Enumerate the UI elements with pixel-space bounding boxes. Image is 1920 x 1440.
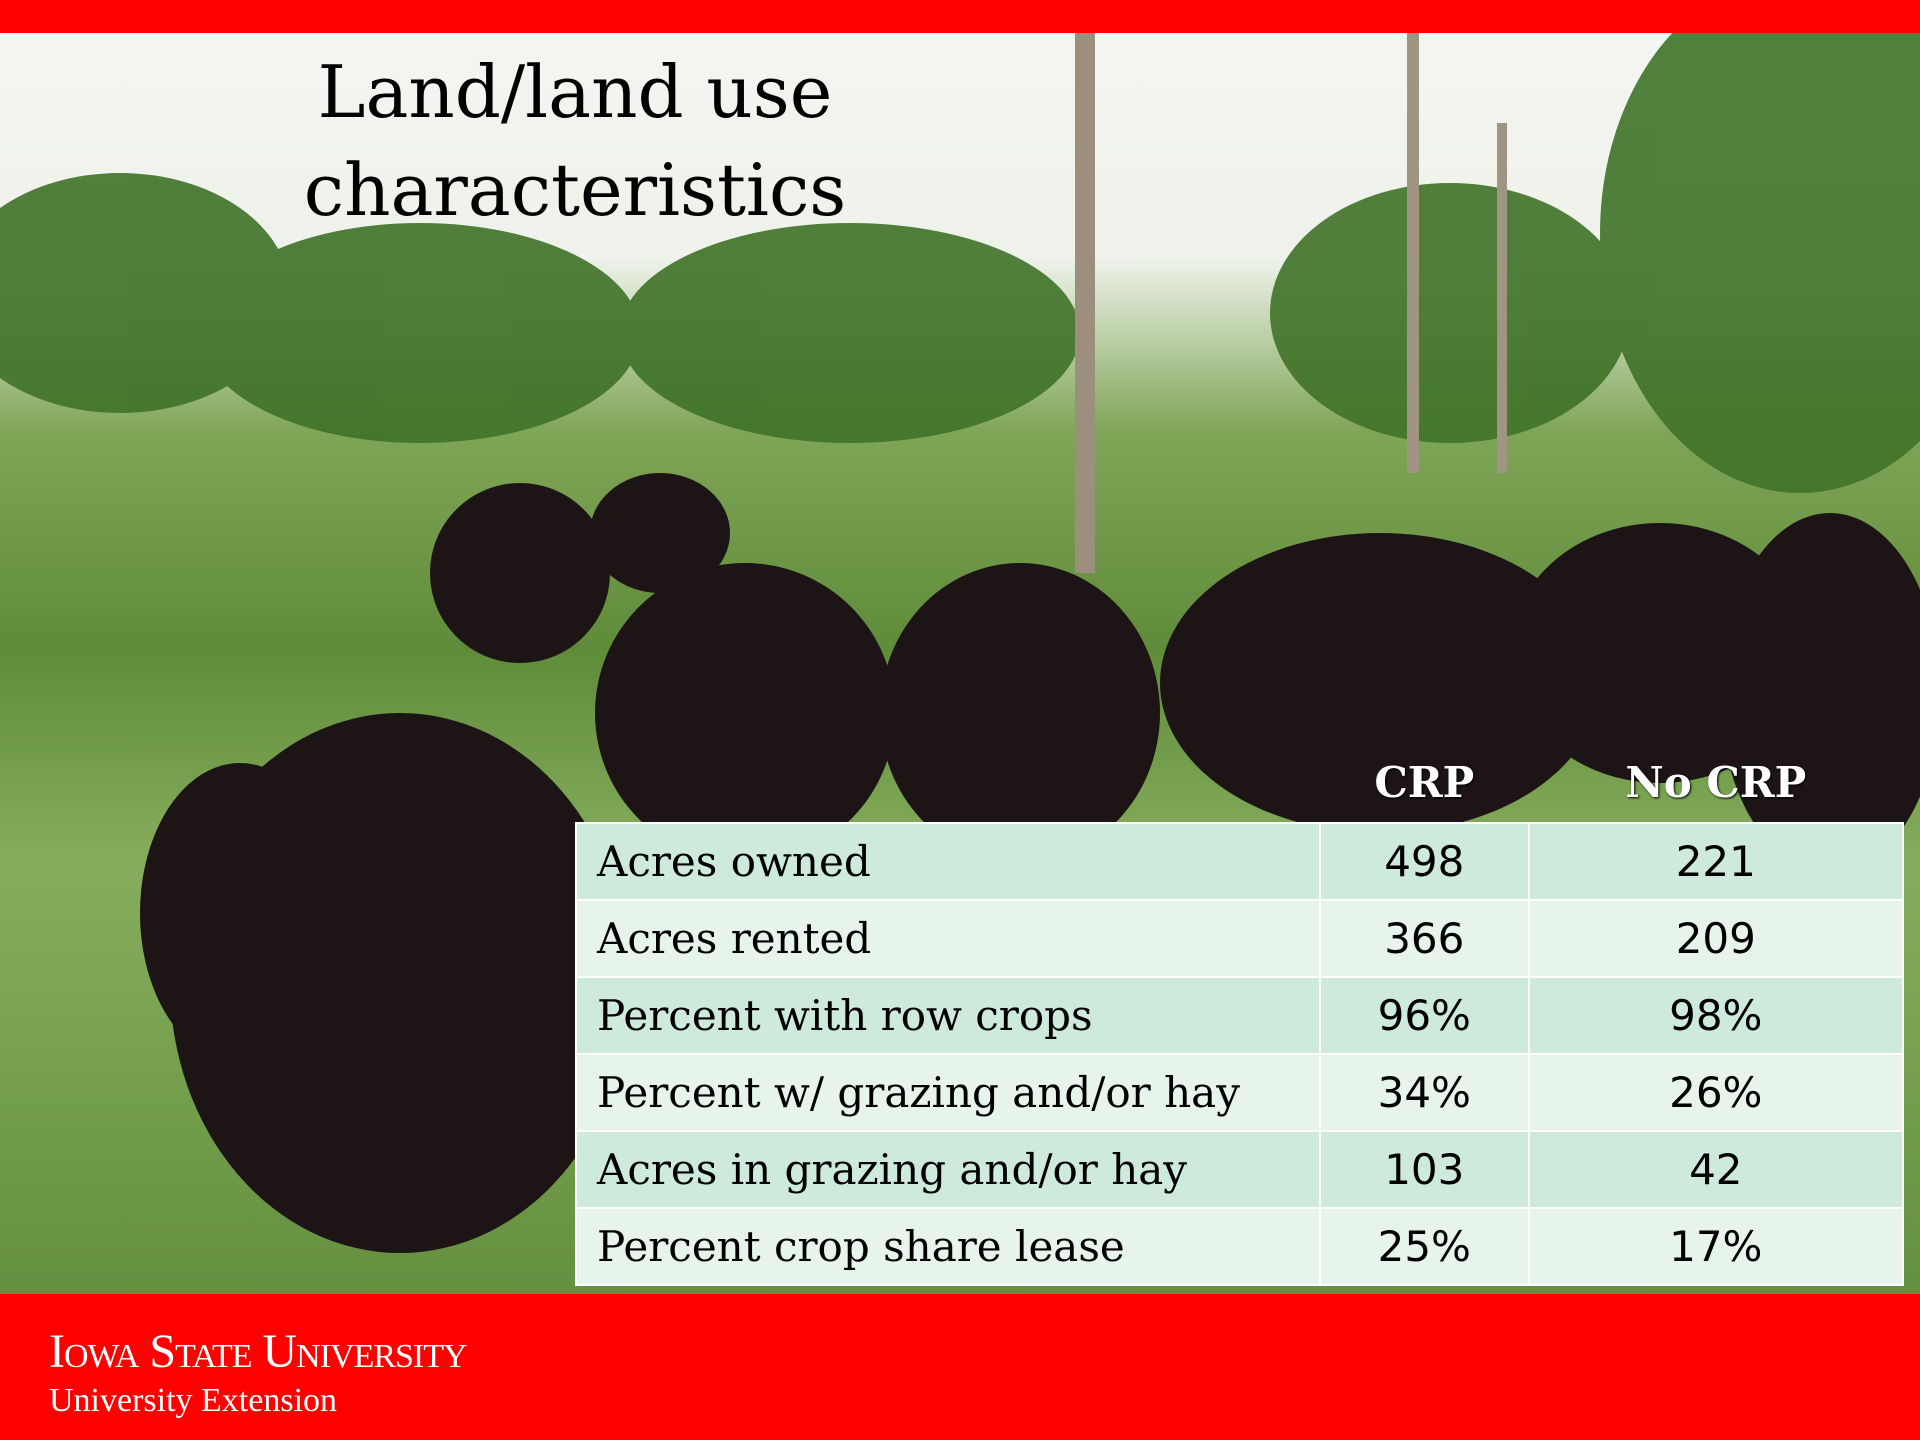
unit-name: University Extension <box>49 1382 337 1420</box>
footer-bar: Iowa State University University Extensi… <box>0 1294 1920 1440</box>
cell-value: 209 <box>1529 900 1903 977</box>
row-label: Percent crop share lease <box>576 1208 1320 1285</box>
column-header: No CRP <box>1529 742 1903 823</box>
institution-name: Iowa State University <box>49 1324 467 1379</box>
row-label: Acres in grazing and/or hay <box>576 1131 1320 1208</box>
cell-value: 366 <box>1320 900 1529 977</box>
cell-value: 103 <box>1320 1131 1529 1208</box>
cell-value: 17% <box>1529 1208 1903 1285</box>
row-label: Percent with row crops <box>576 977 1320 1054</box>
row-label: Acres owned <box>576 823 1320 900</box>
row-label: Percent w/ grazing and/or hay <box>576 1054 1320 1131</box>
cell-value: 26% <box>1529 1054 1903 1131</box>
cell-value: 96% <box>1320 977 1529 1054</box>
page: Land/land use characteristics CRP No CRP… <box>0 0 1920 1440</box>
header-row: CRP No CRP <box>576 742 1903 823</box>
cell-value: 221 <box>1529 823 1903 900</box>
cell-value: 25% <box>1320 1208 1529 1285</box>
cell-value: 98% <box>1529 977 1903 1054</box>
corner <box>576 742 1320 823</box>
column-header: CRP <box>1320 742 1529 823</box>
title-line: Land/land use <box>180 56 970 128</box>
cell-value: 42 <box>1529 1131 1903 1208</box>
top-bar <box>0 0 1920 33</box>
title-line: characteristics <box>180 154 970 226</box>
cell-value: 498 <box>1320 823 1529 900</box>
cell-value: 34% <box>1320 1054 1529 1131</box>
slide: Land/land use characteristics CRP No CRP… <box>0 0 1920 1440</box>
row-label: Acres rented <box>576 900 1320 977</box>
